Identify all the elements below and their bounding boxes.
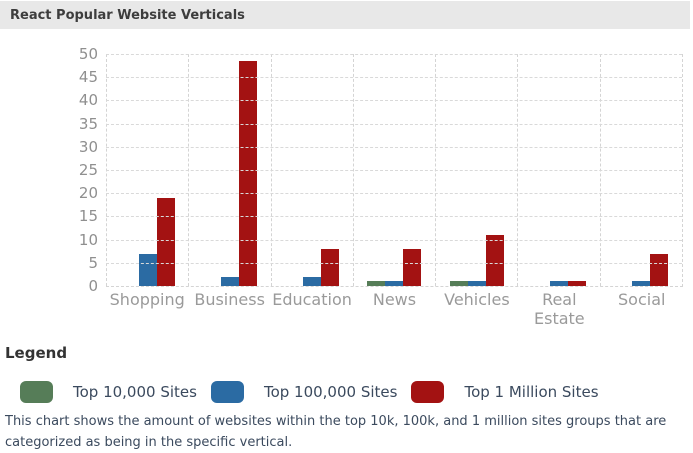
bar-top-1-million-sites-news bbox=[403, 248, 422, 286]
bar-top-1-million-sites-social bbox=[650, 253, 669, 286]
y-tick-label-10: 10 bbox=[78, 230, 98, 249]
y-tick-label-30: 30 bbox=[78, 137, 98, 156]
y-tick-label-25: 25 bbox=[78, 161, 98, 179]
x-category-label-news: News bbox=[372, 290, 417, 309]
bar-top-1-million-sites-education bbox=[321, 248, 340, 286]
x-category-label-business: Business bbox=[194, 290, 265, 309]
x-category-label-social: Social bbox=[618, 290, 666, 309]
bar-top-100-000-sites-business bbox=[220, 276, 239, 286]
bar-top-100-000-sites-education bbox=[303, 276, 322, 286]
legend-item-top-100-000-sites: Top 100,000 Sites bbox=[210, 381, 398, 403]
y-tick-label-40: 40 bbox=[78, 91, 98, 110]
chart-title: React Popular Website Verticals bbox=[10, 7, 245, 23]
gridline-10 bbox=[106, 239, 682, 241]
bar-top-10-000-sites-vehicles bbox=[449, 281, 468, 286]
gridline-15 bbox=[106, 216, 682, 218]
bar-top-1-million-sites-shopping bbox=[156, 197, 175, 286]
chart-caption: This chart shows the amount of websites … bbox=[5, 414, 667, 450]
gridline-50 bbox=[106, 54, 682, 55]
bar-top-1-million-sites-business bbox=[238, 60, 257, 286]
gridline-25 bbox=[106, 170, 682, 171]
bar-chart: 0 5 10 15 20 25 30 35 40 45 50 Shopping Business Edu… bbox=[0, 29, 693, 328]
x-category-label-vehicles: Vehicles bbox=[444, 290, 510, 309]
gridline-5 bbox=[106, 262, 682, 264]
y-tick-label-5: 5 bbox=[88, 253, 98, 272]
legend-heading: Legend bbox=[5, 344, 68, 362]
bar-top-100-000-sites-vehicles bbox=[467, 281, 486, 286]
y-tick-label-45: 45 bbox=[78, 68, 98, 87]
legend-swatch-top-10-000-sites bbox=[20, 381, 53, 403]
gridline-35 bbox=[106, 123, 682, 125]
legend-item-top-1-million-sites: Top 1 Million Sites bbox=[411, 381, 599, 403]
y-tick-label-0: 0 bbox=[88, 277, 98, 295]
legend-item-top-10-000-sites: Top 10,000 Sites bbox=[20, 381, 197, 403]
gridline-30 bbox=[106, 146, 682, 148]
legend-item-label: Top 100,000 Sites bbox=[263, 383, 398, 401]
x-axis: Shopping Business Education News Vehicles Rea… bbox=[106, 287, 683, 328]
chart-title-bar: React Popular Website Verticals bbox=[0, 1, 690, 29]
legend-section: Legend Top 10,000 Sites Top 100,000 Sites… bbox=[0, 344, 693, 453]
y-tick-label-50: 50 bbox=[78, 45, 98, 63]
legend-swatch-top-1-million-sites bbox=[411, 381, 445, 403]
x-category-label-shopping: Shopping bbox=[109, 290, 185, 309]
bar-top-1-million-sites-real-estate bbox=[568, 281, 587, 286]
plot-area bbox=[106, 54, 683, 287]
bar-top-100-000-sites-news bbox=[385, 281, 404, 286]
y-tick-label-20: 20 bbox=[78, 184, 98, 203]
gridline-20 bbox=[106, 193, 682, 195]
y-tick-label-35: 35 bbox=[78, 114, 98, 133]
legend-item-label: Top 10,000 Sites bbox=[73, 383, 197, 401]
x-category-label-real-estate: Real Estate bbox=[534, 290, 585, 328]
legend-item-label: Top 1 Million Sites bbox=[464, 383, 599, 401]
x-category-label-education: Education bbox=[272, 290, 352, 309]
bar-top-100-000-sites-social bbox=[632, 281, 651, 286]
gridline-40 bbox=[106, 100, 682, 102]
legend-items: Top 10,000 Sites Top 100,000 Sites Top 1 M… bbox=[20, 381, 693, 403]
bar-top-100-000-sites-real-estate bbox=[550, 281, 569, 286]
y-tick-label-15: 15 bbox=[78, 207, 98, 226]
bar-top-100-000-sites-shopping bbox=[138, 253, 157, 286]
legend-swatch-top-100-000-sites bbox=[210, 381, 244, 403]
bar-top-1-million-sites-vehicles bbox=[485, 234, 504, 286]
y-axis: 0 5 10 15 20 25 30 35 40 45 50 bbox=[0, 45, 106, 295]
gridline-45 bbox=[106, 77, 682, 79]
bar-top-10-000-sites-news bbox=[367, 281, 386, 286]
